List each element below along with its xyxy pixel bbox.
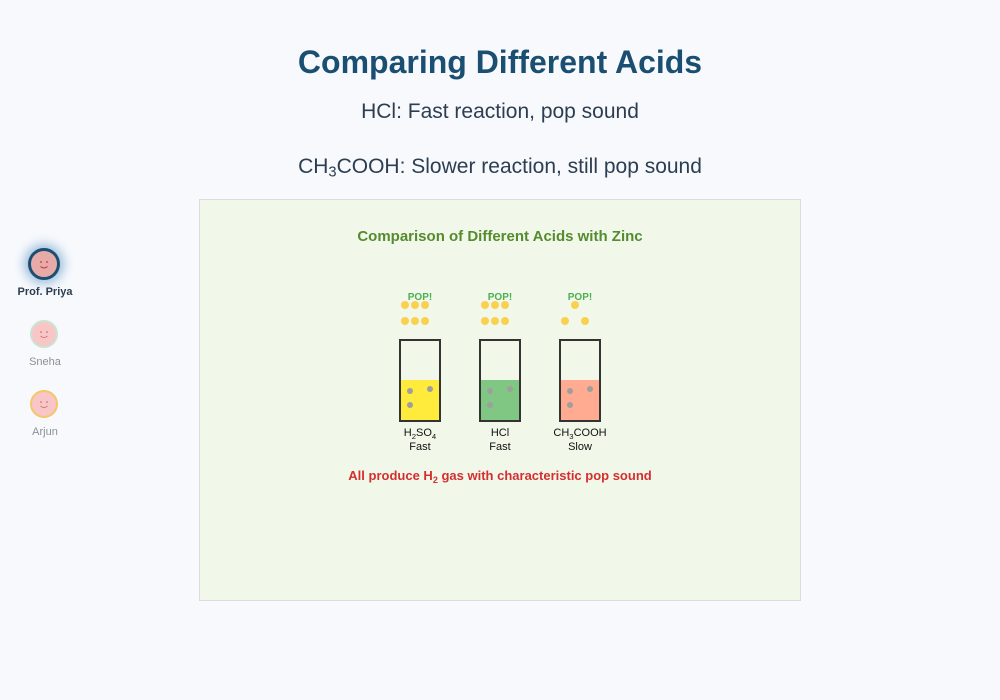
acetic-suffix: COOH: Slower reaction, still pop sound — [336, 155, 702, 178]
gas-bubble — [501, 317, 509, 325]
gas-bubble — [421, 301, 429, 309]
zinc-granule — [587, 386, 593, 392]
gas-bubble — [491, 317, 499, 325]
gas-bubble — [481, 301, 489, 309]
acetic-subscript: 3 — [328, 164, 337, 181]
gas-bubble — [501, 301, 509, 309]
acid-liquid — [481, 380, 519, 420]
gas-bubble — [411, 317, 419, 325]
smiley-face-icon — [40, 261, 48, 269]
pop-label: POP! — [408, 292, 432, 303]
diagram-footer: All produce H2 gas with characteristic p… — [348, 468, 651, 485]
diagram-title: Comparison of Different Acids with Zinc — [357, 228, 642, 245]
zinc-granule — [427, 386, 433, 392]
smiley-face-icon — [40, 331, 48, 338]
participant-name: Sneha — [29, 356, 61, 368]
zinc-granule — [567, 388, 573, 394]
acetic-acid-summary: CH3COOH: Slower reaction, still pop soun… — [0, 155, 1000, 181]
test-tube — [559, 339, 601, 422]
participant-name: Arjun — [32, 426, 58, 438]
acid-formula-label: CH3COOH — [553, 427, 606, 441]
acid-formula-label: HCl — [491, 427, 509, 439]
gas-bubble — [491, 301, 499, 309]
acid-formula-label: H2SO4 — [404, 427, 437, 441]
reaction-rate-label: Slow — [568, 441, 592, 453]
diagram-panel: Comparison of Different Acids with Zinc P… — [199, 199, 801, 601]
gas-bubble — [481, 317, 489, 325]
acid-zinc-diagram: Comparison of Different Acids with Zinc P… — [348, 228, 651, 485]
slide-title: Comparing Different Acids — [297, 44, 703, 80]
avatar — [28, 248, 60, 280]
test-tube — [479, 339, 521, 422]
zinc-granule — [407, 388, 413, 394]
acid-liquid — [401, 380, 439, 420]
gas-bubble — [411, 301, 419, 309]
gas-bubble — [581, 317, 589, 325]
smiley-face-icon — [40, 401, 48, 408]
pop-label: POP! — [488, 292, 512, 303]
participant-name: Prof. Priya — [17, 286, 73, 298]
gas-bubble — [571, 301, 579, 309]
acid-liquid — [561, 380, 599, 420]
avatar — [30, 320, 58, 348]
gas-bubble — [561, 317, 569, 325]
pop-label: POP! — [568, 292, 592, 303]
gas-bubble — [401, 317, 409, 325]
hcl-summary: HCl: Fast reaction, pop sound — [361, 100, 639, 123]
zinc-granule — [507, 386, 513, 392]
acetic-prefix: CH — [298, 155, 329, 178]
test-tube — [399, 339, 441, 422]
reaction-rate-label: Fast — [409, 441, 430, 453]
zinc-granule — [567, 402, 573, 408]
zinc-granule — [487, 402, 493, 408]
zinc-granule — [407, 402, 413, 408]
gas-bubble — [421, 317, 429, 325]
gas-bubble — [401, 301, 409, 309]
avatar — [30, 390, 58, 418]
zinc-granule — [487, 388, 493, 394]
reaction-rate-label: Fast — [489, 441, 510, 453]
